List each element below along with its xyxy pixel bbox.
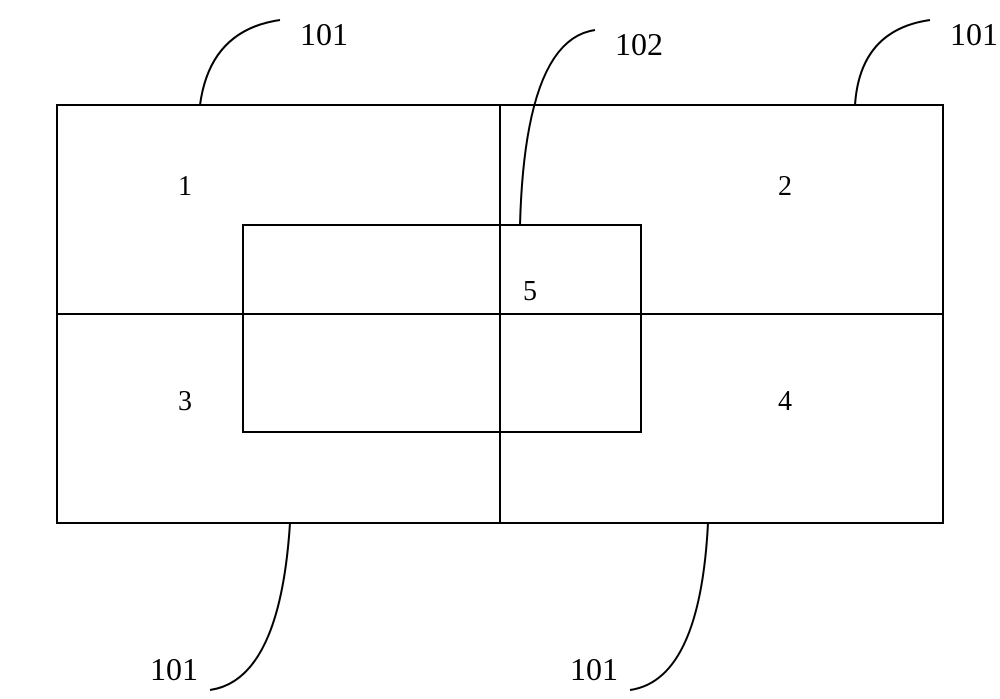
callout-label-bl: 101 bbox=[150, 651, 198, 687]
inner-rect bbox=[243, 225, 641, 432]
callout-label-tl: 101 bbox=[300, 16, 348, 52]
region-label-5: 5 bbox=[523, 276, 537, 307]
callout-leader-tm bbox=[520, 30, 595, 225]
callout-leader-br bbox=[630, 523, 708, 690]
region-label-3: 3 bbox=[178, 386, 192, 417]
region-label-2: 2 bbox=[778, 171, 792, 202]
region-label-1: 1 bbox=[178, 171, 192, 202]
callout-leader-bl bbox=[210, 523, 290, 690]
callout-label-br: 101 bbox=[570, 651, 618, 687]
callout-label-tr: 101 bbox=[950, 16, 998, 52]
region-label-4: 4 bbox=[778, 386, 792, 417]
callout-label-tm: 102 bbox=[615, 26, 663, 62]
callout-leader-tl bbox=[200, 20, 280, 105]
callout-leader-tr bbox=[855, 20, 930, 105]
